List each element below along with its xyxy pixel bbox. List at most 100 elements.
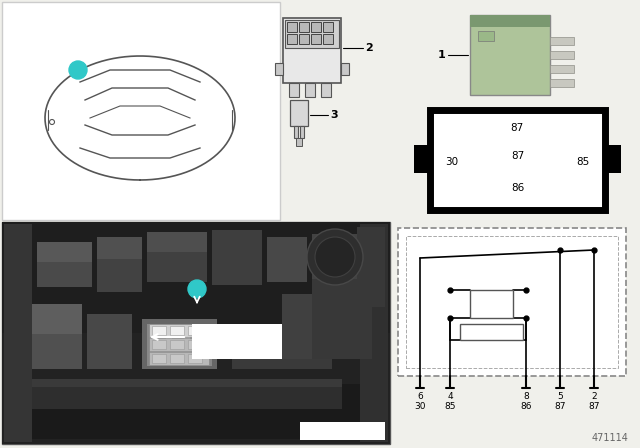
Bar: [149, 338, 209, 351]
Bar: [152, 340, 166, 349]
Bar: [32, 379, 342, 409]
Text: 471114: 471114: [591, 433, 628, 443]
Bar: [398, 228, 626, 376]
Text: 87: 87: [554, 401, 566, 410]
Bar: [2, 333, 390, 444]
Bar: [267, 237, 307, 282]
Bar: [188, 326, 202, 335]
Bar: [282, 294, 352, 359]
Bar: [294, 126, 298, 138]
Bar: [550, 79, 574, 87]
Text: 85: 85: [577, 157, 589, 167]
Circle shape: [69, 61, 87, 79]
Bar: [285, 20, 339, 48]
Bar: [87, 314, 132, 369]
Bar: [312, 279, 372, 359]
Circle shape: [188, 280, 206, 298]
Text: 1: 1: [193, 284, 201, 294]
Text: 87: 87: [588, 401, 600, 410]
Bar: [550, 65, 574, 73]
Text: 4: 4: [447, 392, 453, 401]
Bar: [97, 237, 142, 292]
Bar: [149, 324, 209, 337]
Text: 85: 85: [444, 401, 456, 410]
Text: 6: 6: [417, 392, 423, 401]
Bar: [32, 379, 342, 387]
Bar: [188, 340, 202, 349]
Bar: [406, 236, 618, 368]
Bar: [37, 242, 92, 262]
Bar: [172, 330, 184, 344]
Bar: [147, 324, 212, 366]
Bar: [289, 83, 299, 97]
Bar: [2, 222, 390, 444]
Bar: [470, 15, 550, 95]
Bar: [550, 51, 574, 59]
Bar: [4, 224, 32, 442]
Text: 1: 1: [74, 65, 82, 75]
Bar: [321, 83, 331, 97]
Bar: [305, 83, 315, 97]
Bar: [341, 63, 349, 75]
Bar: [232, 334, 332, 369]
Bar: [147, 232, 207, 282]
Bar: [170, 326, 184, 335]
Bar: [32, 384, 360, 439]
Bar: [430, 110, 605, 210]
Text: 5: 5: [557, 392, 563, 401]
Bar: [470, 290, 513, 318]
Bar: [188, 354, 202, 363]
Bar: [550, 37, 574, 45]
Text: 86: 86: [511, 183, 525, 193]
Bar: [32, 304, 82, 334]
Bar: [152, 354, 166, 363]
Bar: [287, 34, 297, 44]
Bar: [478, 31, 494, 41]
Circle shape: [315, 237, 355, 277]
Bar: [192, 324, 282, 359]
Bar: [323, 22, 333, 32]
Bar: [300, 422, 385, 440]
Bar: [299, 22, 309, 32]
Bar: [2, 2, 280, 220]
Bar: [287, 22, 297, 32]
Bar: [147, 232, 207, 252]
Bar: [149, 352, 209, 365]
Circle shape: [307, 229, 363, 285]
Text: 87: 87: [511, 151, 525, 161]
Text: 86: 86: [520, 401, 532, 410]
Bar: [323, 34, 333, 44]
Text: 30: 30: [414, 401, 426, 410]
Bar: [150, 345, 208, 365]
Bar: [190, 330, 202, 344]
Bar: [470, 15, 550, 27]
Bar: [311, 34, 321, 44]
Bar: [414, 145, 430, 173]
Bar: [296, 138, 302, 146]
Bar: [97, 237, 142, 259]
Bar: [2, 222, 390, 333]
Text: 1: 1: [438, 50, 446, 60]
Bar: [300, 126, 304, 138]
Text: 8: 8: [523, 392, 529, 401]
Text: 2: 2: [365, 43, 373, 53]
Bar: [283, 18, 341, 83]
Text: 30: 30: [445, 157, 459, 167]
Bar: [142, 319, 217, 369]
Text: 3: 3: [330, 110, 338, 120]
Bar: [150, 327, 208, 345]
Bar: [290, 100, 308, 126]
Text: 030028: 030028: [322, 426, 364, 436]
Bar: [32, 304, 82, 369]
Bar: [360, 224, 388, 442]
Bar: [460, 324, 523, 340]
Text: 2: 2: [591, 392, 597, 401]
Bar: [170, 340, 184, 349]
Text: 87: 87: [510, 123, 524, 133]
Bar: [311, 22, 321, 32]
Bar: [299, 34, 309, 44]
Text: K118: K118: [217, 339, 257, 353]
Bar: [275, 63, 283, 75]
Bar: [152, 326, 166, 335]
Bar: [212, 230, 262, 285]
